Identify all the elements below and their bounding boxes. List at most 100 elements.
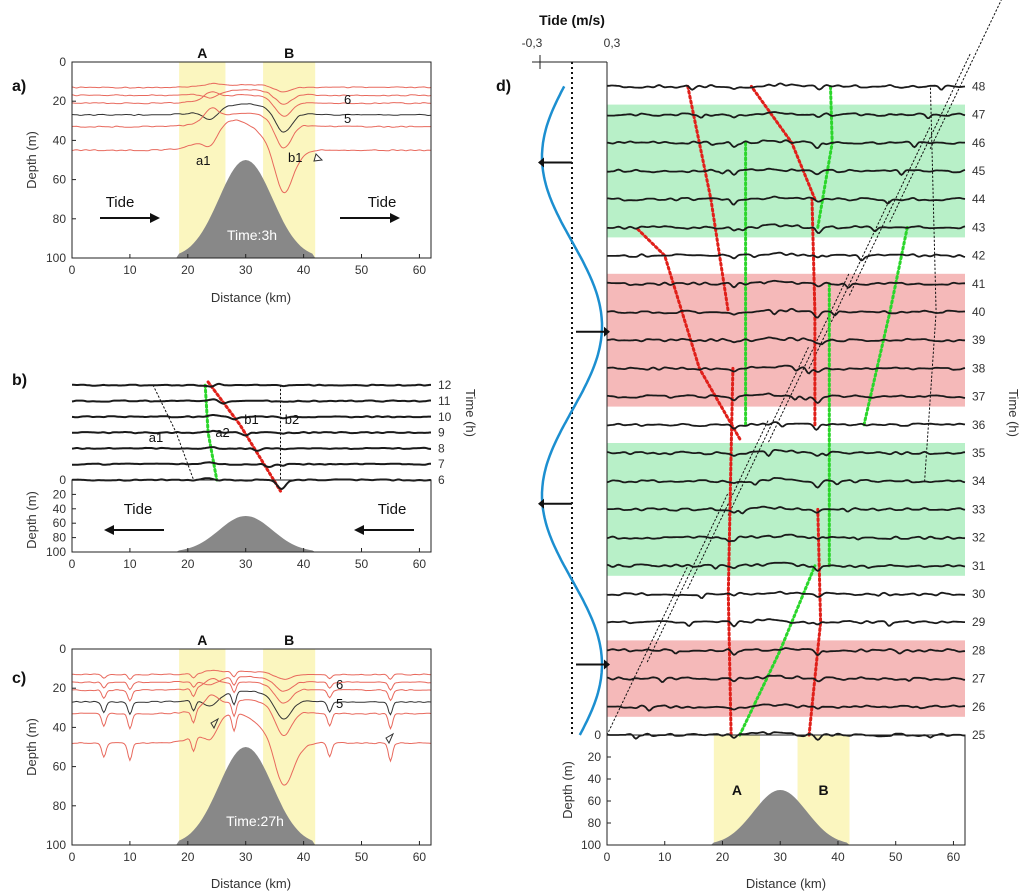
y-tick-label: 40 — [53, 133, 67, 147]
isopycnal-line-2 — [71, 89, 432, 105]
b-time-labels: 6 7 89 10 11 12 — [438, 378, 452, 487]
d-line-hour-36 — [606, 421, 966, 431]
a-time-label: Time:3h — [227, 227, 277, 243]
b-tide-arrow-left — [104, 525, 164, 535]
d-shaded-bands — [607, 104, 965, 717]
d-axis-ticks: 0 10 20 30 40 50 60 0 20 40 60 80 100 — [581, 728, 960, 864]
panel-d: 0 10 20 30 40 50 60 0 20 40 60 80 100 25 26 27 28 29 30 31… — [496, 0, 1021, 891]
x-tick-label: 20 — [716, 850, 730, 864]
y-tick-label: 80 — [53, 212, 67, 226]
b-time-label: 6 — [438, 473, 445, 487]
x-tick-label: 30 — [774, 850, 788, 864]
d-tide-tick-neg: -0,3 — [522, 36, 543, 50]
d-line-hour-40 — [606, 307, 965, 319]
d-line-hour-27 — [606, 674, 966, 683]
x-tick-label: 20 — [181, 557, 195, 571]
d-time-label: 33 — [972, 502, 986, 516]
y-tick-label: 40 — [53, 720, 67, 734]
b-y-tick-label: 100 — [46, 545, 66, 559]
x-tick-label: 60 — [413, 850, 427, 864]
a-xlabel: Distance (km) — [211, 290, 291, 305]
d-y-tick-label: 0 — [594, 728, 601, 742]
d-line-hour-47 — [606, 111, 966, 119]
a-tide-left-label: Tide — [106, 194, 135, 211]
d-time-label: 41 — [972, 277, 986, 291]
d-zone-b-label: B — [818, 782, 828, 798]
d-time-label: 26 — [972, 700, 986, 714]
b-tide-arrow-right — [354, 525, 414, 535]
d-time-label: 40 — [972, 305, 986, 319]
c-plot-frame — [71, 648, 432, 846]
a-tide-arrow-right — [340, 213, 400, 223]
d-time-label: 25 — [972, 728, 986, 742]
b-annotation-a1: a1 — [149, 430, 163, 445]
d-tide-axis-title: Tide (m/s) — [539, 12, 605, 28]
c-zone-b-label: B — [284, 632, 294, 648]
b-time-label: 9 — [438, 426, 445, 440]
isopycnal-line-3 — [71, 91, 432, 117]
d-line-hour-33 — [607, 505, 966, 515]
d-tide-tick-pos: 0,3 — [604, 36, 621, 50]
c-small-arrow-marker-2 — [385, 732, 395, 745]
b-y-tick-label: 60 — [53, 516, 67, 530]
b-line-hour-10 — [71, 414, 431, 421]
b-y-tick-label: 0 — [59, 473, 66, 487]
d-line-hour-26 — [607, 703, 965, 712]
y-tick-label: 0 — [59, 642, 66, 656]
c-ylabel: Depth (m) — [24, 718, 39, 776]
d-black-track-1 — [606, 565, 689, 736]
a-plot-frame — [71, 61, 432, 259]
isopycnal-line-4 — [71, 103, 432, 133]
x-tick-label: 40 — [297, 263, 311, 277]
x-tick-label: 10 — [123, 263, 137, 277]
isopycnal-line-6 — [71, 119, 432, 194]
b-line-hour-9 — [72, 429, 431, 437]
d-line-hour-42 — [607, 251, 966, 262]
b-y-tick-label: 20 — [53, 487, 67, 501]
d-red-track-6 — [686, 84, 730, 314]
y-tick-label: 60 — [53, 760, 67, 774]
b-time-label: 12 — [438, 378, 452, 392]
d-tide-arrow-head-2 — [538, 498, 544, 509]
b-line-hour-7 — [72, 461, 431, 469]
x-tick-label: 0 — [604, 850, 611, 864]
d-line-hour-46 — [606, 139, 965, 150]
d-time-label: 39 — [972, 333, 986, 347]
c-line-number-6: 6 — [336, 677, 343, 692]
d-zone-a-label: A — [732, 782, 742, 798]
d-time-label: 36 — [972, 418, 986, 432]
d-y-tick-label: 80 — [588, 816, 602, 830]
d-time-labels: 25 26 27 28 29 30 31 32 33 34 35 36 37 38 39 40 41 42 43 44… — [972, 79, 986, 742]
d-time-label: 29 — [972, 615, 986, 629]
isopycnal-line-1 — [71, 82, 432, 93]
d-time-label: 38 — [972, 361, 986, 375]
d-black-track-5 — [768, 272, 850, 443]
d-y-tick-label: 60 — [588, 794, 602, 808]
b-track-b1 — [206, 380, 282, 493]
d-tide-arrow-head-4 — [538, 157, 544, 168]
a-line-number-6: 6 — [344, 92, 351, 107]
x-tick-label: 20 — [181, 263, 195, 277]
d-tide-velocity-curve — [540, 85, 604, 736]
d-line-hour-34 — [606, 476, 966, 489]
x-tick-label: 40 — [297, 850, 311, 864]
a-axis-ticks: 0 10 20 30 40 50 60 0 20 40 60 80 100 — [46, 55, 426, 277]
x-tick-label: 20 — [181, 850, 195, 864]
x-tick-label: 30 — [239, 850, 253, 864]
b-tide-left-label: Tide — [124, 501, 153, 518]
d-line-hour-25 — [607, 731, 966, 741]
x-tick-label: 0 — [69, 850, 76, 864]
b-y-tick-label: 80 — [53, 531, 67, 545]
panel-c: 0 10 20 30 40 50 60 0 20 40 60 80 100 c) Depth (m) D… — [12, 632, 432, 891]
d-time-label: 45 — [972, 164, 986, 178]
isopycnal-line-3 — [72, 677, 432, 704]
isopycnal-line-5 — [72, 107, 431, 149]
d-y-tick-label: 40 — [588, 772, 602, 786]
d-time-label: 27 — [972, 672, 986, 686]
x-tick-label: 0 — [69, 263, 76, 277]
d-time-label: 32 — [972, 531, 986, 545]
c-line-number-5: 5 — [336, 696, 343, 711]
d-line-hour-44 — [607, 195, 966, 206]
d-zones — [713, 735, 850, 845]
